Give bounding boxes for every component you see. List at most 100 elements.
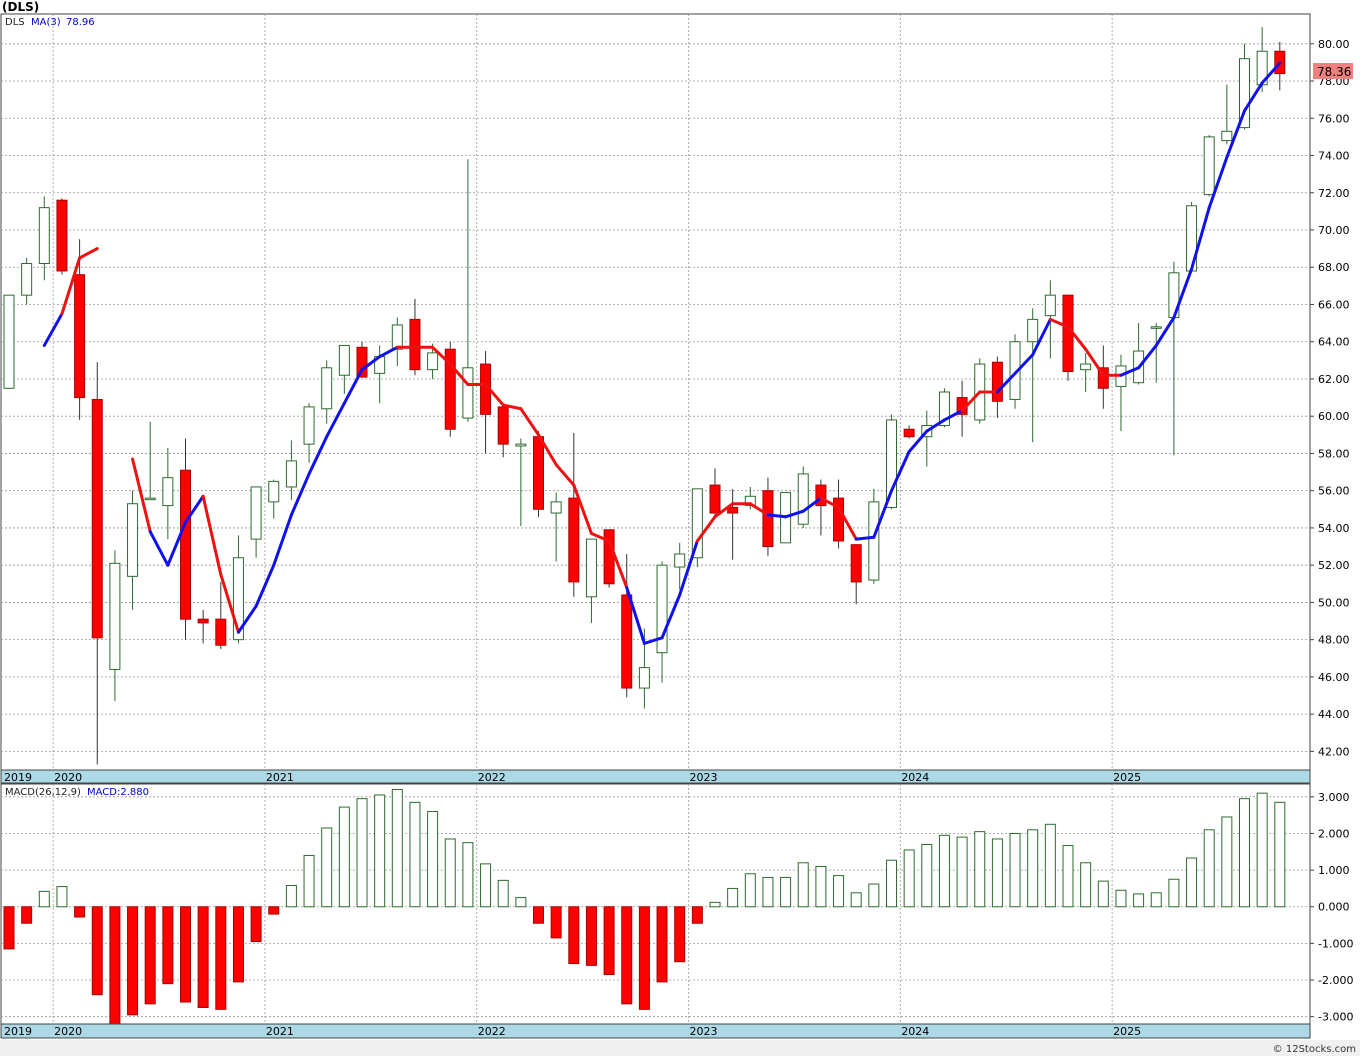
candle-body [621,594,633,689]
macd-bar [144,906,156,1005]
ma-line-segment [60,256,82,316]
macd-bar [974,831,986,908]
macd-x-axis: 2019 2020 2021 2022 2023 2024 2025 [4,1025,1141,1038]
macd-x-label: 2022 [478,1025,506,1038]
macd-bar [91,906,103,996]
price-y-tick-label: 54.00 [1318,522,1350,535]
candle-body [744,495,756,507]
ma-line-segment [448,362,470,387]
macd-bar [232,906,244,983]
macd-bar [409,801,421,908]
ma-line-segment [766,513,788,519]
candle-body [938,391,950,427]
macd-bar [1062,845,1074,908]
candle-body [1080,363,1092,371]
candle-body [1027,318,1039,343]
ma-line-segment [378,345,399,359]
macd-panel [0,783,1311,1025]
candle-body [691,488,703,559]
macd-x-axis-strip [0,1023,1311,1039]
price-x-label: 2019 [4,771,32,784]
candle-body [1221,130,1233,142]
ma-line-segment [1084,347,1105,377]
ma-line-segment [219,572,240,634]
price-x-label: 2020 [54,771,82,784]
macd-bar [1133,893,1145,908]
macd-bar [38,890,50,908]
price-y-axis: 80.0078.0076.0074.0072.0070.0068.0066.00… [1310,38,1350,758]
price-y-tick-label: 76.00 [1318,112,1350,125]
candle-body [585,538,597,598]
ma-line-segment [1013,353,1035,375]
macd-bar [250,906,262,943]
price-y-tick-label: 70.00 [1318,224,1350,237]
macd-bar [215,906,227,1010]
candle-body [868,501,880,581]
ma-line-segment [1031,317,1052,357]
candle-body [427,352,439,371]
ma-line-segment [589,532,611,543]
ma-line-segment [307,435,329,476]
price-x-label: 2025 [1113,771,1141,784]
ma-line-segment [678,539,699,597]
price-y-tick-label: 52.00 [1318,559,1350,572]
macd-bar [321,827,333,908]
ma-line-segment [872,489,893,539]
candle-body [1239,58,1250,129]
macd-bar [444,838,456,908]
ma-line-segment [554,463,576,487]
macd-bar [744,873,756,908]
macd-bar [1044,823,1056,908]
macd-bar [427,810,439,908]
macd-bar [1186,857,1198,908]
candle-body [903,428,915,438]
candle-body [833,497,845,542]
last-price-label: 78.36 [1317,65,1351,79]
price-x-label: 2024 [901,771,929,784]
price-panel [0,13,1311,771]
macd-bar [1115,889,1127,908]
candle-body [38,207,50,265]
ma-line-segment [289,472,311,517]
price-y-tick-label: 72.00 [1318,187,1350,200]
candle-body [886,419,897,508]
ma-line-segment [360,355,382,372]
price-y-tick-label: 62.00 [1318,373,1350,386]
ma-line-segment [642,636,664,645]
ma-line-segment [960,390,982,413]
last-price-badge [1313,63,1353,79]
candle-body [338,344,350,376]
candle-body [391,324,403,350]
macd-bar [991,838,1003,908]
price-x-label: 2023 [690,771,718,784]
candle-body [3,294,15,389]
macd-bar [303,854,315,908]
ma-line-segment [131,457,152,534]
ma-line-segment [1154,316,1176,347]
price-y-tick-label: 48.00 [1318,634,1350,647]
ma-line-segment [1207,155,1229,210]
candle-body [74,274,86,399]
candle-body [91,398,103,639]
macd-bar [903,849,915,908]
ma-line-segment [1137,343,1158,370]
macd-y-tick-label: -1.000 [1318,937,1353,950]
candle-body [444,348,456,430]
price-y-tick-label: 44.00 [1318,708,1350,721]
ma-line-segment [148,530,170,567]
macd-bar [1009,832,1021,908]
macd-bar [391,788,403,908]
macd-grid [1,784,1310,1024]
ma-line-segment [342,368,364,405]
macd-y-axis: 3.000 2.000 1.000 0.000 -1.000 -2.000 -3.000 [1310,791,1353,1024]
ma-line-segment [995,371,1017,394]
price-ma-line [42,61,1282,645]
ma-line-segment [78,247,99,260]
ma-line-segment [501,403,523,411]
macd-bar [709,901,721,908]
candle-body [268,480,280,503]
ma-line-segment [607,539,629,590]
candle-body [497,406,509,445]
